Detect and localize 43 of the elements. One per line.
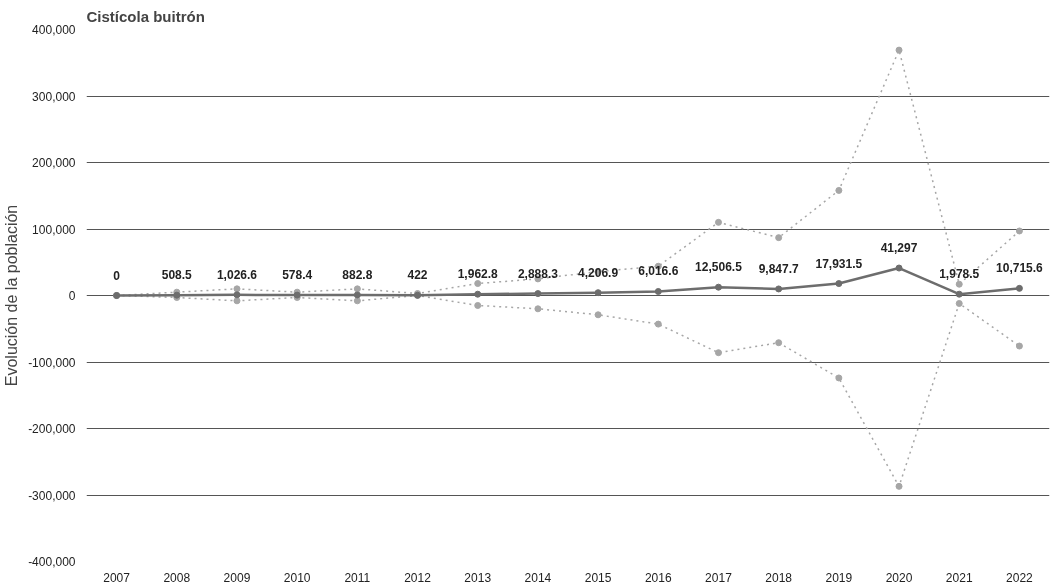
x-tick-label: 2017	[705, 570, 733, 584]
data-label: 1,962.8	[457, 267, 499, 282]
data-label: 882.8	[342, 267, 373, 282]
y-axis-title: Evolución de la población	[3, 204, 21, 387]
y-tick-label: -400,000	[28, 555, 76, 569]
y-tick-label: -200,000	[28, 422, 76, 436]
data-label: 1,026.6	[216, 267, 258, 282]
x-tick-label: 2016	[644, 570, 672, 584]
y-tick-label: 0	[68, 289, 76, 303]
data-label: 4,206.9	[578, 265, 619, 280]
x-tick-label: 2012	[404, 570, 432, 584]
x-tick-label: 2018	[765, 570, 793, 584]
y-tick-label: -100,000	[28, 355, 76, 370]
data-label: 10,715.6	[996, 261, 1044, 276]
data-label: 9,847.7	[758, 261, 799, 276]
x-tick-label: 2019	[825, 570, 853, 584]
x-tick-label: 2008	[163, 570, 191, 584]
x-tick-label: 2011	[344, 570, 371, 584]
x-tick-label: 2015	[584, 570, 612, 584]
data-label: 6,016.6	[638, 264, 679, 279]
data-label: 0	[113, 268, 121, 283]
data-label: 12,506.5	[695, 260, 743, 275]
data-label: 17,931.5	[815, 256, 863, 271]
x-tick-label: 2010	[283, 570, 311, 584]
data-label: 2,888.3	[517, 266, 559, 281]
y-tick-label: 300,000	[32, 89, 76, 104]
x-tick-label: 2021	[945, 570, 973, 584]
y-tick-label: -300,000	[28, 488, 76, 503]
data-label: 1,978.5	[939, 267, 980, 282]
y-tick-label: 400,000	[32, 23, 76, 37]
data-label: 578.4	[282, 268, 313, 283]
x-tick-label: 2022	[1006, 570, 1034, 584]
chart-title: Cistícola buitrón	[86, 7, 205, 25]
x-tick-label: 2014	[524, 570, 552, 584]
y-tick-label: 200,000	[32, 156, 76, 170]
data-label: 422	[407, 268, 428, 283]
y-tick-label: 100,000	[32, 222, 76, 237]
x-tick-label: 2020	[885, 570, 913, 584]
x-tick-label: 2009	[223, 570, 251, 584]
data-label: 41,297	[880, 241, 918, 256]
x-tick-label: 2013	[464, 570, 492, 584]
x-tick-label: 2007	[103, 570, 131, 584]
data-label: 508.5	[161, 268, 193, 283]
